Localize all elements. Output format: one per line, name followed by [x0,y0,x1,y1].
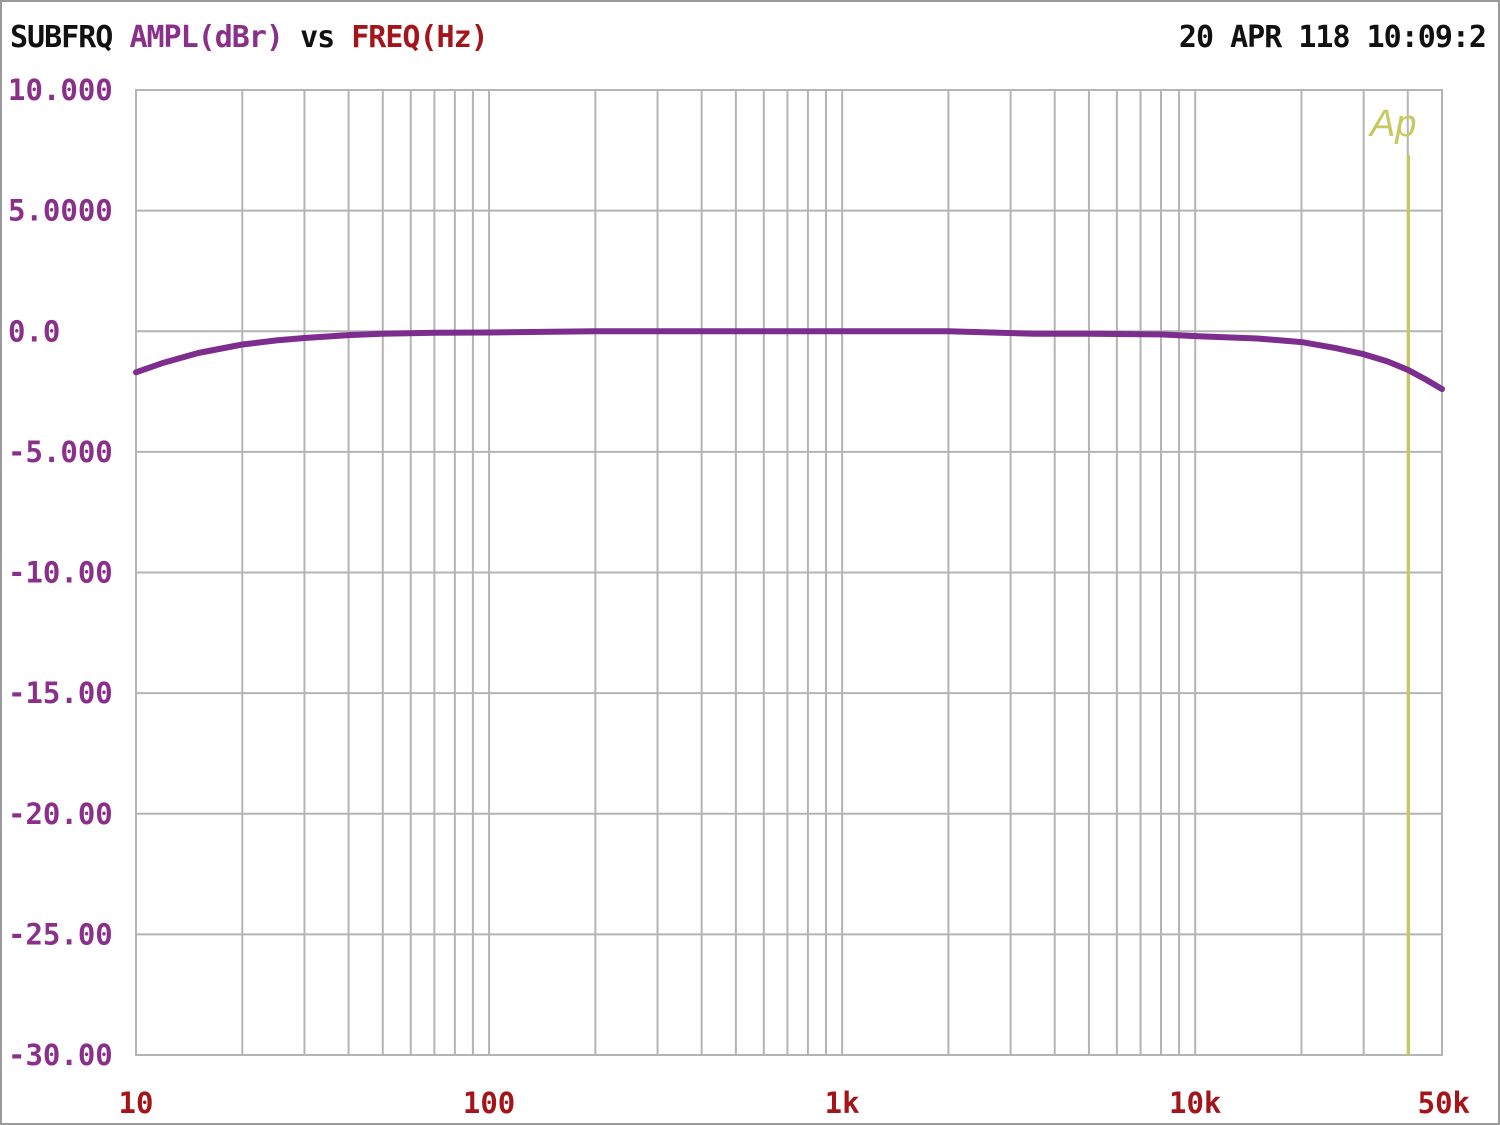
axis-labels: 10.000 5.0000 0.0 -5.000 -10.00 -15.00 -20.00 -… [8,73,1470,1120]
vs-label: vs [300,20,335,55]
timestamp-label: 20 APR 118 10:09:2 [1178,20,1487,55]
trace-layer [133,328,1445,393]
x-tick-label: 10 [119,1086,154,1120]
y-tick-label: 5.0000 [8,194,113,228]
chart-header-left: SUBFRQ AMPL(dBr) vs FREQ(Hz) [10,20,489,55]
trace-line [133,328,1445,393]
y-quantity-label: AMPL(dBr) [129,20,284,55]
y-tick-label: -15.00 [8,676,113,710]
measurement-label: SUBFRQ [10,20,113,55]
y-tick-label: -20.00 [8,797,113,831]
x-tick-label: 100 [463,1086,515,1120]
y-tick-label: 0.0 [8,314,60,348]
y-tick-label: -5.000 [8,435,113,469]
ap-logo: Ap [1368,103,1416,1055]
x-tick-label: 1k [825,1086,860,1120]
grid [135,89,1443,1056]
y-tick-label: 10.000 [8,73,113,107]
y-tick-label: -10.00 [8,556,113,590]
y-tick-label: -30.00 [8,1038,113,1072]
ap-logo-text: Ap [1368,103,1416,145]
x-quantity-label: FREQ(Hz) [351,20,488,55]
x-tick-label: 50k [1418,1086,1470,1120]
y-tick-label: -25.00 [8,917,113,951]
x-tick-label: 10k [1169,1086,1221,1120]
